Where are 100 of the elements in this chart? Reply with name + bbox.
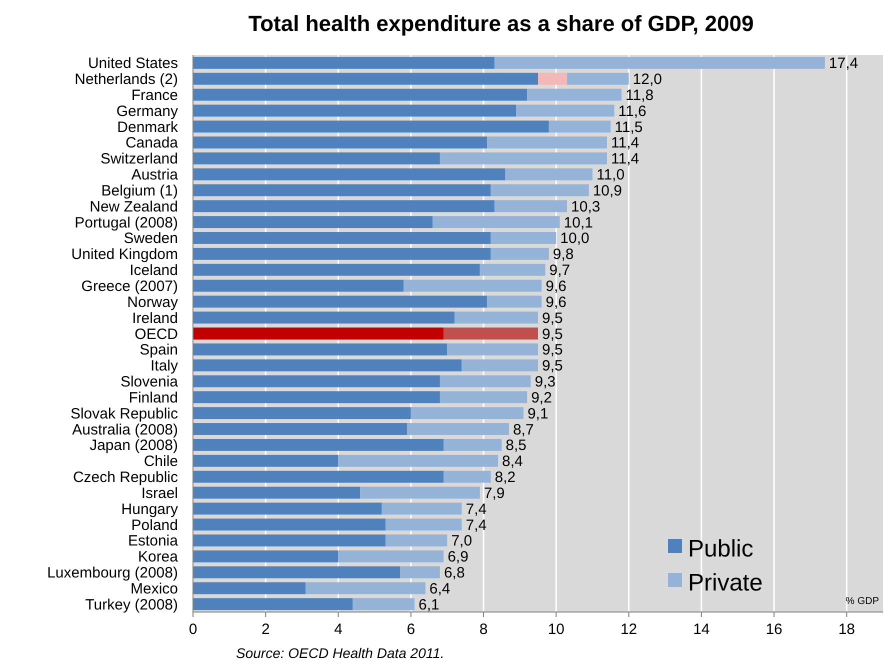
bar [444, 470, 491, 483]
bar [338, 550, 444, 562]
y-tick-label: Luxembourg (2008) [47, 564, 178, 582]
y-tick-label: Estonia [128, 532, 179, 550]
bar [193, 72, 538, 85]
bar [490, 248, 549, 260]
bar [193, 136, 488, 148]
y-tick-label: Poland [131, 516, 178, 534]
bar [444, 328, 538, 340]
total-label: 12,0 [632, 71, 662, 88]
bar [400, 566, 440, 578]
bar [494, 56, 825, 69]
total-label: 8,2 [494, 469, 516, 486]
bar [193, 598, 353, 610]
bar [193, 296, 488, 308]
y-tick-label: Italy [150, 358, 178, 375]
bar [193, 454, 338, 467]
source-note: Source: OECD Health Data 2011. [236, 645, 444, 661]
y-tick-label: United States [88, 55, 178, 72]
bar [193, 104, 516, 117]
total-label: 10,0 [560, 230, 590, 248]
bar [193, 216, 433, 228]
total-label: 8,5 [506, 437, 527, 454]
y-tick-label: Netherlands (2) [74, 71, 178, 88]
bar [193, 566, 400, 578]
chart-title: Total health expenditure as a share of GDP, 2009 [248, 11, 754, 36]
bar [193, 152, 440, 164]
total-label: 11,5 [614, 118, 643, 136]
total-label: 11,6 [618, 102, 646, 120]
bar [490, 184, 589, 196]
bar [193, 470, 444, 483]
total-label: 9,8 [552, 246, 574, 264]
total-label: 11,4 [611, 150, 640, 168]
x-tick-label: 6 [406, 621, 416, 638]
total-label: 10,1 [564, 214, 593, 232]
bar [432, 216, 560, 228]
bar [480, 264, 546, 276]
bar [505, 168, 592, 180]
bar [440, 391, 528, 404]
bar [193, 328, 444, 340]
total-label: 9,5 [542, 310, 563, 327]
total-label: 7,4 [466, 500, 487, 518]
bar [360, 486, 480, 499]
bar [193, 184, 491, 196]
y-tick-label: United Kingdom [71, 246, 178, 264]
bar [193, 248, 491, 260]
y-tick-label: Iceland [130, 262, 178, 280]
bar [385, 534, 448, 546]
bar [193, 359, 462, 372]
total-label: 9,5 [542, 342, 563, 359]
total-label: 11,8 [626, 86, 654, 104]
y-tick-label: Spain [140, 342, 178, 359]
total-label: 6,8 [444, 564, 465, 582]
y-tick-label: Korea [138, 548, 179, 566]
total-label: 6,1 [418, 596, 440, 614]
x-tick-label: 16 [766, 621, 782, 638]
y-tick-label: Switzerland [100, 150, 178, 168]
total-label: 11,4 [611, 134, 640, 152]
bar [338, 454, 498, 467]
bar [352, 598, 415, 610]
bar [193, 312, 454, 324]
total-label: 9,6 [546, 278, 566, 295]
x-tick-label: 4 [334, 621, 342, 638]
bar [193, 280, 404, 292]
y-tick-label: Denmark [117, 118, 178, 136]
bar [193, 56, 494, 69]
bar [193, 375, 440, 388]
y-tick-label: Germany [116, 102, 178, 120]
bar [527, 88, 622, 101]
y-tick-label: Mexico [130, 580, 178, 598]
y-tick-label: Sweden [124, 230, 178, 248]
bar [516, 104, 614, 117]
bar [410, 407, 524, 420]
y-tick-label: Czech Republic [72, 469, 178, 486]
bar [193, 88, 528, 101]
total-label: 9,1 [527, 405, 548, 422]
bar [193, 423, 408, 435]
bar [193, 502, 382, 515]
bar [193, 200, 494, 212]
total-label: 10,3 [571, 198, 600, 216]
bar [462, 359, 538, 372]
bar [538, 72, 568, 85]
total-label: 9,3 [534, 374, 556, 391]
x-tick-label: 10 [548, 621, 564, 638]
total-label: 6,9 [448, 548, 468, 566]
bar [447, 343, 538, 356]
total-label: 9,6 [546, 294, 566, 311]
total-label: 7,0 [451, 532, 472, 550]
total-label: 7,9 [484, 484, 505, 502]
y-tick-label: Israel [141, 484, 178, 502]
y-tick-label: Canada [125, 134, 179, 152]
bar [193, 438, 444, 451]
total-label: 9,5 [542, 326, 563, 343]
y-tick-label: Austria [131, 166, 179, 184]
y-tick-label: Portugal (2008) [74, 214, 178, 232]
bar [440, 152, 607, 164]
x-tick-label: 12 [620, 621, 638, 638]
legend-label: Public [688, 535, 754, 562]
total-label: 7,4 [466, 516, 487, 534]
bar [193, 232, 491, 244]
